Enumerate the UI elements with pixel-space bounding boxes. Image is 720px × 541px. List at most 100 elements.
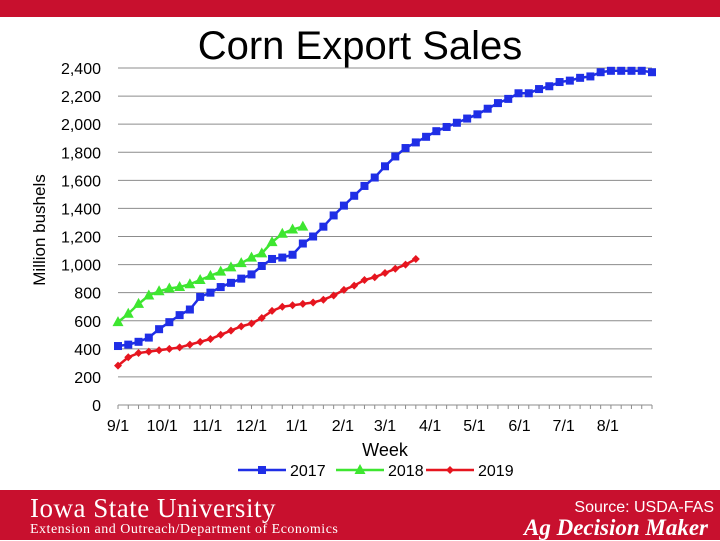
x-tick-label: 12/1	[236, 418, 267, 435]
grid-layer	[118, 67, 652, 378]
legend-marker-2019	[446, 466, 454, 474]
data-point-2018	[174, 281, 186, 292]
data-point-2017	[206, 288, 215, 297]
data-point-2018	[153, 285, 165, 296]
data-point-2017	[144, 333, 153, 342]
data-point-2019	[298, 299, 307, 308]
data-point-2017	[319, 222, 328, 231]
data-point-2017	[442, 122, 451, 131]
data-point-2019	[288, 301, 297, 310]
data-point-2019	[401, 260, 410, 269]
y-tick-label: 400	[74, 342, 101, 359]
data-point-2017	[463, 114, 472, 123]
y-tick-label: 2,000	[61, 117, 101, 134]
data-point-2017	[165, 318, 174, 327]
data-point-2017	[298, 239, 307, 248]
university-logo-text: Iowa State University	[30, 493, 276, 523]
data-point-2018	[163, 282, 175, 293]
data-point-2017	[381, 162, 389, 171]
series-line-2019	[117, 257, 417, 367]
data-point-2017	[596, 68, 605, 77]
data-point-2017	[216, 283, 225, 292]
series-2019	[114, 254, 420, 370]
brand-logo-text: Ag Decision Maker	[524, 515, 708, 540]
data-point-2019	[165, 344, 174, 353]
data-point-2017	[452, 118, 461, 127]
data-point-2018	[133, 297, 145, 308]
data-point-2017	[432, 127, 441, 136]
data-point-2017	[401, 144, 410, 153]
data-point-2019	[278, 302, 287, 311]
data-point-2017	[370, 173, 379, 182]
data-point-2019	[268, 306, 277, 315]
data-point-2017	[278, 253, 287, 262]
data-point-2018	[143, 289, 155, 300]
data-point-2018	[287, 223, 299, 234]
data-point-2019	[247, 319, 256, 328]
data-point-2019	[319, 295, 328, 304]
data-point-2017	[185, 305, 194, 314]
data-point-2019	[381, 269, 389, 278]
data-point-2017	[545, 82, 554, 91]
x-tick-label: 6/1	[508, 418, 530, 435]
data-point-2019	[175, 343, 184, 352]
data-point-2017	[329, 211, 338, 220]
y-tick-label: 2,400	[61, 61, 101, 78]
data-point-2019	[329, 291, 338, 300]
x-tick-label: 11/1	[192, 418, 222, 435]
data-point-2018	[225, 261, 237, 272]
data-point-2018	[266, 236, 278, 247]
axis-layer: 0 200 400 600 800 1,000 1,200 1,400 1,600 1,800 2,…	[61, 61, 653, 435]
data-point-2019	[155, 346, 164, 355]
data-point-2017	[617, 66, 626, 75]
data-point-2017	[473, 110, 482, 119]
data-point-2019	[309, 298, 318, 307]
y-tick-label: 2,200	[61, 89, 101, 106]
legend-label-2018: 2018	[388, 463, 424, 480]
data-point-2018	[276, 227, 288, 238]
data-point-2019	[391, 264, 400, 273]
x-tick-label: 10/1	[147, 418, 178, 435]
data-point-2017	[565, 76, 574, 85]
data-point-2019	[370, 273, 379, 282]
data-point-2019	[206, 335, 215, 344]
x-tick-label: 8/1	[597, 418, 619, 435]
footer-band: Iowa State University Extension and Outr…	[0, 490, 720, 540]
x-tick-label: 1/1	[286, 418, 308, 435]
data-point-2017	[524, 89, 533, 98]
data-point-2017	[339, 201, 348, 210]
data-point-2017	[134, 337, 143, 346]
data-point-2018	[246, 251, 257, 262]
data-point-2017	[586, 72, 595, 81]
data-point-2017	[637, 66, 646, 75]
data-point-2017	[535, 85, 544, 94]
data-point-2019	[144, 347, 153, 356]
data-point-2019	[134, 349, 143, 358]
data-point-2019	[114, 361, 122, 370]
chart-title: Corn Export Sales	[197, 24, 523, 68]
x-tick-label: 7/1	[553, 418, 575, 435]
data-point-2019	[339, 285, 348, 294]
department-text: Extension and Outreach/Department of Eco…	[30, 522, 339, 537]
data-point-2017	[576, 73, 585, 82]
y-tick-label: 800	[74, 286, 101, 303]
legend-marker-2018	[354, 464, 366, 474]
data-point-2019	[360, 276, 369, 285]
data-point-2019	[226, 326, 235, 335]
data-point-2017	[483, 104, 492, 113]
data-point-2017	[391, 152, 400, 161]
x-axis-label: Week	[362, 440, 409, 460]
legend-label-2019: 2019	[478, 463, 514, 480]
data-point-2018	[194, 274, 206, 285]
data-point-2017	[411, 138, 420, 147]
data-point-2017	[493, 99, 502, 108]
data-point-2019	[350, 281, 359, 290]
data-point-2017	[360, 181, 369, 190]
data-point-2017	[606, 66, 615, 75]
data-point-2019	[216, 330, 225, 339]
y-tick-label: 1,800	[61, 145, 101, 162]
data-point-2017	[422, 132, 431, 141]
data-point-2017	[309, 232, 318, 241]
data-point-2017	[247, 270, 256, 279]
data-point-2019	[185, 340, 194, 349]
